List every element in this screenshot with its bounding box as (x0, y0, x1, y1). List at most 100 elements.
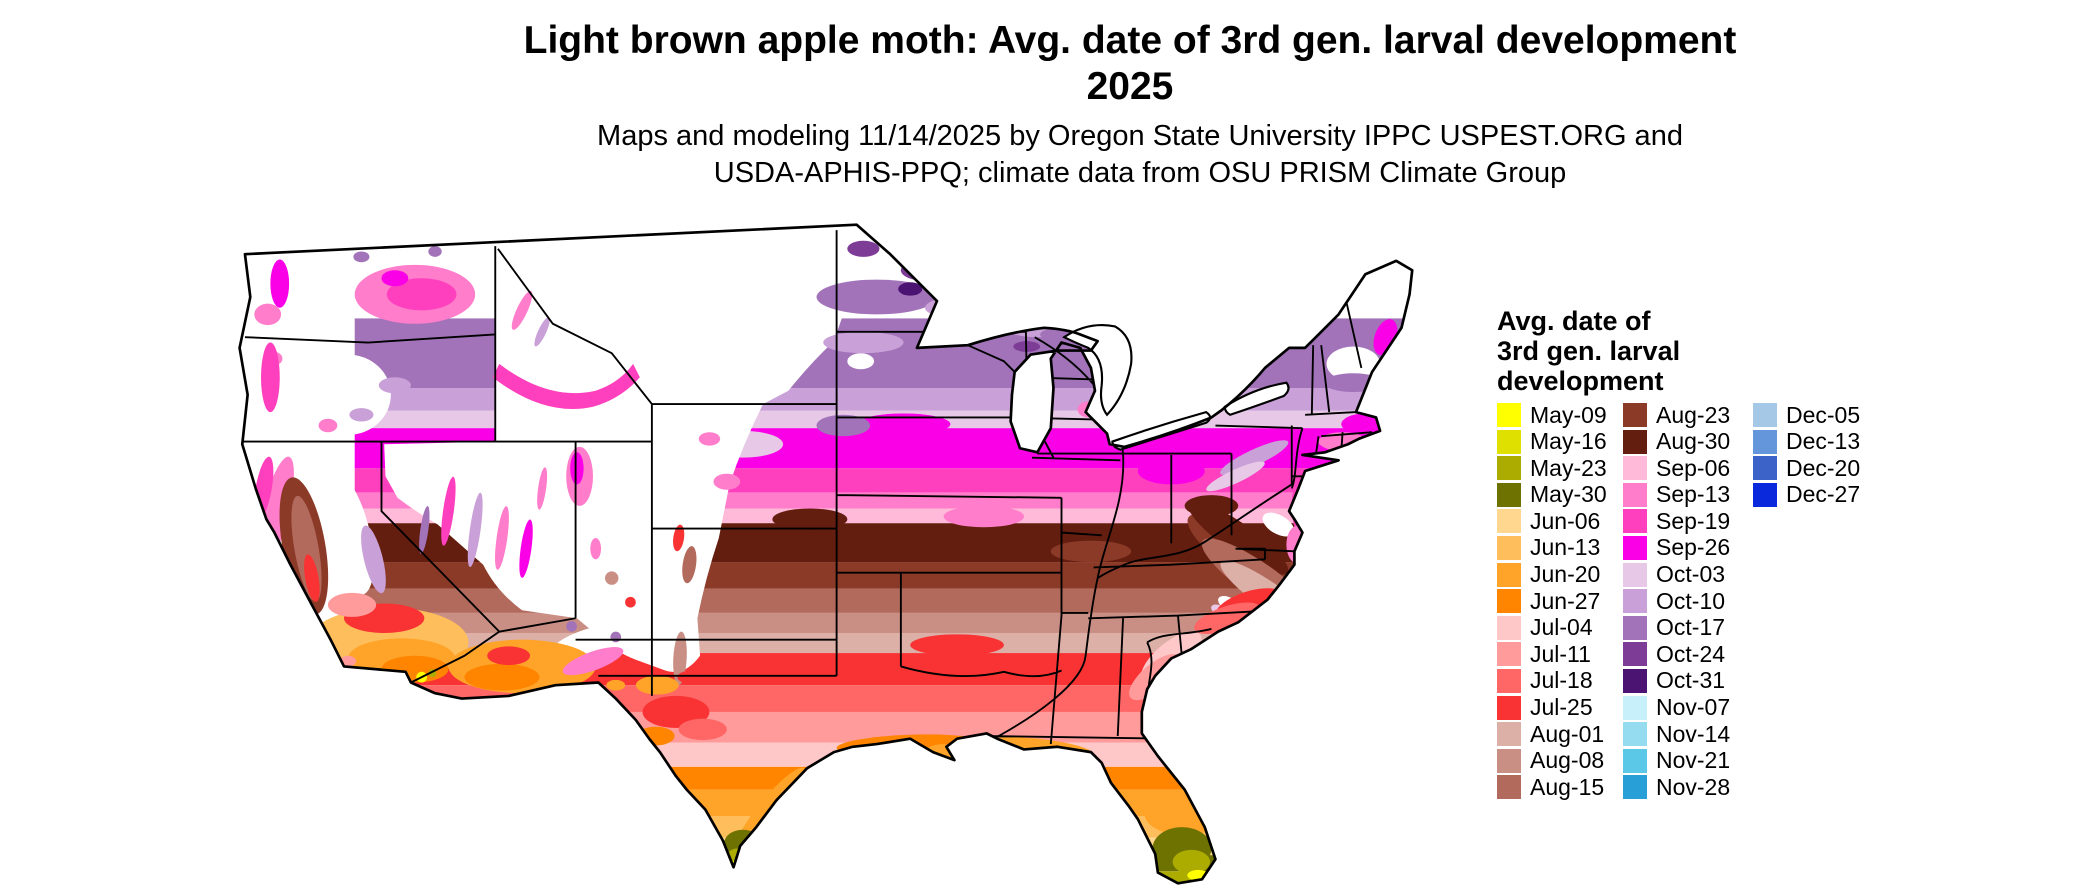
legend-item: Aug-15 (1497, 773, 1607, 800)
legend-swatch (1753, 429, 1777, 454)
map-band (355, 887, 1466, 890)
legend-label: Jun-06 (1530, 507, 1601, 534)
legend-swatch (1753, 456, 1777, 481)
map-band (354, 816, 1413, 838)
legend-item: Jul-18 (1497, 667, 1607, 694)
legend-swatch (1623, 642, 1647, 667)
legend-swatch (1623, 482, 1647, 507)
legend-item: Dec-13 (1753, 428, 1861, 455)
legend-item: Oct-31 (1623, 667, 1730, 694)
legend-swatch (1623, 535, 1647, 560)
legend-label: Aug-23 (1656, 401, 1731, 428)
legend-item: Aug-23 (1623, 401, 1731, 428)
legend-label: Nov-28 (1656, 773, 1731, 800)
legend-label: Jun-27 (1530, 587, 1601, 614)
legend-item: Jul-04 (1497, 614, 1607, 641)
legend-item: Nov-07 (1623, 694, 1731, 721)
legend-item: May-16 (1497, 428, 1607, 455)
legend-label: Aug-01 (1530, 720, 1605, 747)
legend-swatch (1623, 722, 1647, 747)
legend-swatch (1623, 748, 1647, 773)
legend-swatch (1623, 615, 1647, 640)
legend-swatch (1497, 482, 1521, 507)
legend-item: May-30 (1497, 481, 1607, 507)
subtitle-line-2: USDA-APHIS-PPQ; climate data from OSU PR… (713, 157, 1567, 190)
legend-label: Oct-10 (1656, 587, 1726, 614)
legend-item: Sep-13 (1623, 481, 1731, 508)
legend-label: May-23 (1530, 454, 1607, 481)
legend-title-line: development (1497, 366, 1664, 397)
legend-swatch (1623, 589, 1647, 614)
us-map (238, 223, 1466, 890)
map-band (354, 837, 1413, 856)
legend-swatch (1623, 509, 1647, 534)
page-title: Light brown apple moth: Avg. date of 3rd… (350, 18, 1910, 110)
legend-label: Jun-13 (1530, 534, 1601, 561)
legend-column-2: Aug-23 Aug-30 Sep-06 Sep-13 Sep-19 Sep-2… (1623, 401, 1731, 802)
legend-item: Dec-20 (1753, 454, 1861, 481)
legend-swatch (1623, 775, 1647, 800)
great-lakes (1062, 324, 1290, 451)
legend-item: Aug-01 (1497, 720, 1607, 747)
legend-swatch (1497, 535, 1521, 560)
map-band (354, 612, 1413, 633)
us-map-figure (234, 214, 1466, 890)
legend-label: Jul-18 (1530, 667, 1593, 694)
legend-item: Nov-14 (1623, 721, 1730, 747)
legend-swatch (1623, 562, 1647, 587)
legend-title: Avg. date of 3rd gen. larval development (1497, 306, 1680, 397)
legend-item: Jun-27 (1497, 587, 1607, 614)
legend-swatch (1497, 589, 1521, 614)
legend-label: Dec-20 (1786, 454, 1861, 481)
legend-item: Oct-03 (1623, 561, 1730, 587)
legend-item: May-23 (1497, 454, 1607, 481)
legend-label: Oct-31 (1656, 667, 1726, 694)
map-band (354, 742, 1413, 767)
legend-label: Dec-13 (1786, 428, 1861, 455)
legend-title-line: Avg. date of (1497, 306, 1651, 336)
legend-swatch (1497, 403, 1521, 427)
legend-swatch (1497, 562, 1521, 587)
legend-label: Sep-19 (1656, 507, 1731, 534)
legend-label: Jul-11 (1530, 640, 1591, 667)
legend-label: Jun-20 (1530, 561, 1601, 588)
map-band (354, 766, 1413, 790)
map-west-patches (254, 246, 741, 608)
legend-swatch (1497, 748, 1521, 773)
page-subtitle: Maps and modeling 11/14/2025 by Oregon S… (350, 118, 1930, 192)
map-band (354, 855, 1413, 872)
legend-item: Jun-13 (1497, 534, 1607, 561)
legend-item: Dec-27 (1753, 481, 1860, 507)
legend-swatch (1497, 775, 1521, 800)
legend-label: Jul-04 (1530, 614, 1593, 641)
legend-item: Jul-25 (1497, 694, 1607, 721)
legend-swatch (1497, 668, 1521, 693)
legend-label: May-16 (1530, 428, 1607, 455)
legend-label: Sep-06 (1656, 454, 1731, 481)
legend-label: Oct-24 (1656, 640, 1726, 667)
legend-swatch (1753, 403, 1777, 427)
legend-item: Sep-06 (1623, 454, 1731, 481)
legend-swatch (1497, 509, 1521, 534)
legend-label: Nov-07 (1656, 694, 1731, 721)
subtitle-line-1: Maps and modeling 11/14/2025 by Oregon S… (597, 120, 1683, 152)
legend-label: Aug-08 (1530, 747, 1605, 774)
legend-swatch (1623, 403, 1647, 427)
legend-label: Aug-15 (1530, 773, 1605, 800)
legend-column-3: Dec-05 Dec-13 Dec-20 Dec-27 (1753, 402, 1861, 509)
legend-swatch (1497, 615, 1521, 640)
legend-item: Nov-21 (1623, 747, 1731, 774)
legend-swatch (1497, 722, 1521, 747)
legend-swatch (1623, 695, 1647, 720)
us-outline (238, 223, 1414, 885)
legend-swatch (1623, 429, 1647, 454)
legend-label: Nov-21 (1656, 747, 1731, 774)
legend-item: Jul-11 (1497, 640, 1607, 667)
legend-item: May-09 (1497, 402, 1607, 428)
legend-item: Jun-20 (1497, 561, 1607, 588)
legend-label: Jul-25 (1530, 694, 1593, 721)
legend-item: Oct-24 (1623, 640, 1730, 667)
legend-column-1: May-09 May-16 May-23 May-30 Jun-06 Jun-1… (1497, 402, 1607, 802)
legend-label: Sep-13 (1656, 481, 1731, 508)
